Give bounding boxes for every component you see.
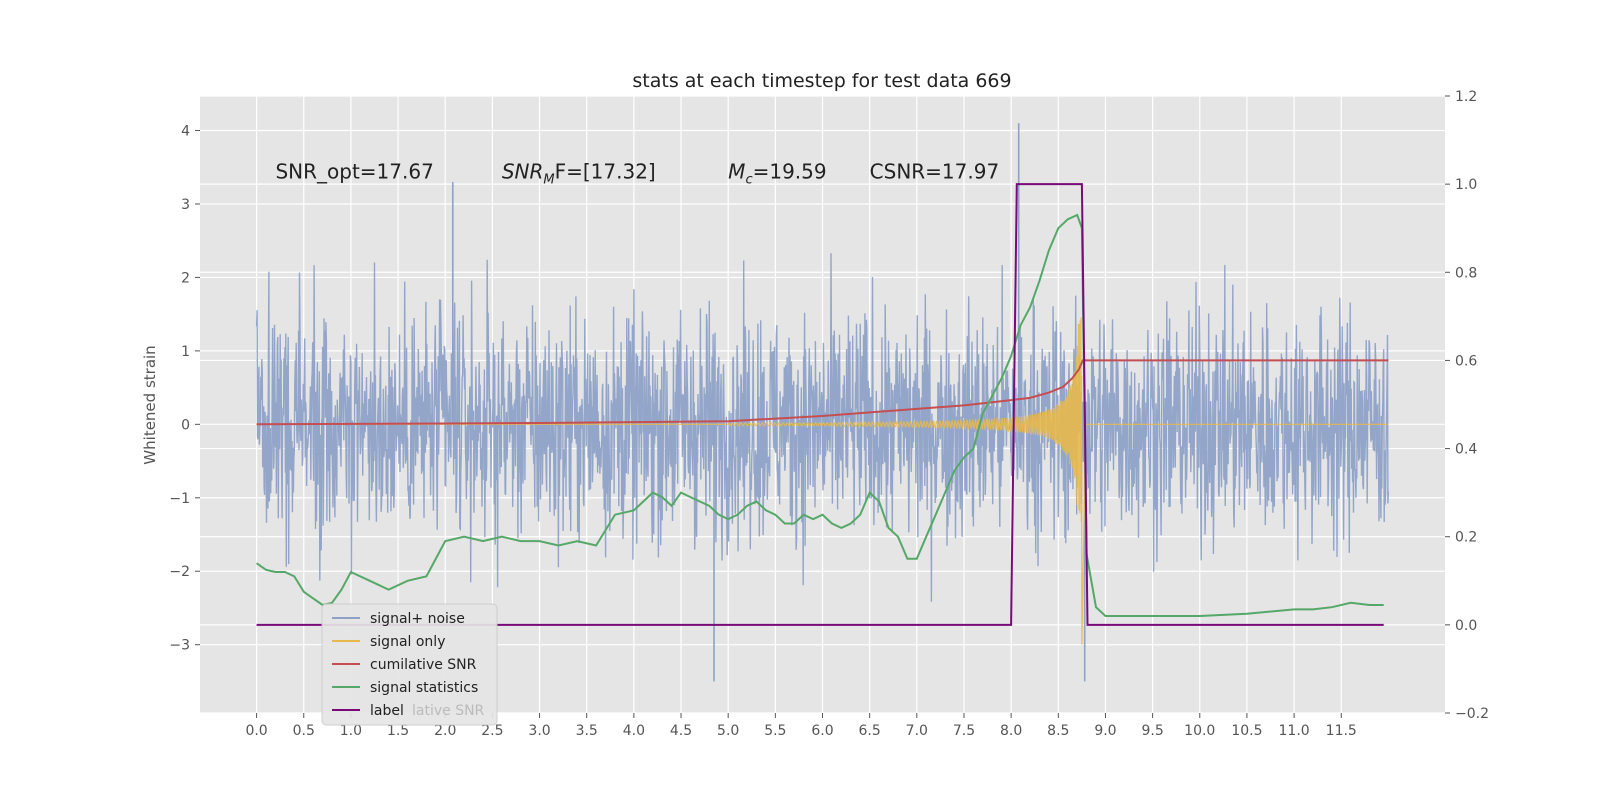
x-tick-label: 0.0 bbox=[245, 723, 267, 739]
series-signal-statistics-line bbox=[256, 213, 1384, 617]
x-tick-label: 6.5 bbox=[859, 723, 881, 739]
annotation-prefix: CSNR=17.97 bbox=[870, 159, 1000, 183]
y-tick-label: 0 bbox=[181, 417, 190, 433]
series-layer bbox=[255, 123, 1390, 682]
x-tick-label: 5.5 bbox=[764, 723, 786, 739]
annotation-suffix: =19.59 bbox=[753, 159, 827, 183]
x-tick-label: 10.5 bbox=[1231, 723, 1262, 739]
annotations-layer: SNR_opt=17.67 SNRMF=[17.32] Mc=19.59 CSNR=1… bbox=[275, 159, 999, 187]
legend-label: label bbox=[370, 703, 404, 719]
y2-tick-label: 0.4 bbox=[1455, 442, 1477, 458]
y2-tick-label: 0.2 bbox=[1455, 530, 1477, 546]
y2-tick-label: 0.8 bbox=[1455, 265, 1477, 281]
x-tick-label: 8.5 bbox=[1047, 723, 1069, 739]
annotation-0: SNR_opt=17.67 bbox=[275, 159, 433, 183]
annotation-3: CSNR=17.97 bbox=[870, 159, 1000, 183]
y2-tick-label: 0.6 bbox=[1455, 353, 1477, 369]
legend-box bbox=[321, 603, 498, 726]
x-tick-label: 11.5 bbox=[1326, 723, 1357, 739]
annotation-2: Mc=19.59 bbox=[728, 159, 826, 187]
y2-tick-label: −0.2 bbox=[1455, 706, 1489, 722]
chart-title: stats at each timestep for test data 669 bbox=[632, 70, 1011, 92]
y-tick-label: 4 bbox=[181, 124, 190, 140]
x-tick-label: 2.0 bbox=[434, 723, 456, 739]
annotation-suffix: F=[17.32] bbox=[555, 159, 656, 183]
x-tick-label: 4.5 bbox=[670, 723, 692, 739]
series-signal-noise-line bbox=[255, 253, 1390, 602]
x-tick-label: 7.0 bbox=[906, 723, 928, 739]
y2-tick-label: 0.0 bbox=[1455, 618, 1477, 634]
y2-tick-label: 1.0 bbox=[1455, 177, 1477, 193]
x-tick-label: 10.0 bbox=[1184, 723, 1215, 739]
x-tick-label: 9.5 bbox=[1141, 723, 1163, 739]
x-tick-label: 7.5 bbox=[953, 723, 975, 739]
x-tick-label: 1.5 bbox=[387, 723, 409, 739]
series-cumilative-snr-line bbox=[256, 359, 1389, 426]
x-tick-label: 1.0 bbox=[340, 723, 362, 739]
annotation-subscript: c bbox=[745, 172, 752, 187]
y-axis-label: Whitened strain bbox=[141, 345, 159, 464]
x-tick-label: 4.0 bbox=[623, 723, 645, 739]
x-tick-label: 5.0 bbox=[717, 723, 739, 739]
series-label-line bbox=[256, 183, 1384, 626]
y2-tick-label: 1.2 bbox=[1455, 89, 1477, 105]
annotation-prefix: SNR bbox=[502, 159, 544, 183]
x-tick-label: 9.0 bbox=[1094, 723, 1116, 739]
y-tick-label: −1 bbox=[169, 491, 190, 507]
y-tick-label: −2 bbox=[169, 564, 190, 580]
annotation-subscript: M bbox=[543, 172, 554, 187]
ticks-layer: 0.0 0.5 1.0 1.5 2.0 2.5 3.0 3.5 4.0 4.5 5.0 5.5 6.0 6… bbox=[169, 89, 1489, 739]
x-tick-label: 11.0 bbox=[1279, 723, 1310, 739]
legend-ghost-text: lative SNR bbox=[412, 703, 485, 719]
y-tick-label: 2 bbox=[181, 270, 190, 286]
y-tick-label: 1 bbox=[181, 344, 190, 360]
x-tick-label: 8.0 bbox=[1000, 723, 1022, 739]
annotation-prefix: M bbox=[728, 159, 745, 183]
y-tick-label: −3 bbox=[169, 638, 190, 654]
legend-label: signal statistics bbox=[370, 680, 478, 696]
legend: signal+ noise signal only cumilative SNR si… bbox=[321, 603, 498, 726]
x-tick-label: 3.5 bbox=[576, 723, 598, 739]
x-tick-label: 6.0 bbox=[811, 723, 833, 739]
series-signal-only-line bbox=[256, 317, 1389, 645]
legend-label: cumilative SNR bbox=[370, 657, 477, 673]
x-tick-label: 0.5 bbox=[293, 723, 315, 739]
legend-label: signal only bbox=[370, 634, 445, 650]
x-tick-label: 2.5 bbox=[481, 723, 503, 739]
y-tick-label: 3 bbox=[181, 197, 190, 213]
x-tick-label: 3.0 bbox=[528, 723, 550, 739]
annotation-prefix: SNR_opt=17.67 bbox=[275, 159, 433, 183]
annotation-1: SNRMF=[17.32] bbox=[502, 159, 656, 187]
legend-label: signal+ noise bbox=[370, 611, 465, 627]
